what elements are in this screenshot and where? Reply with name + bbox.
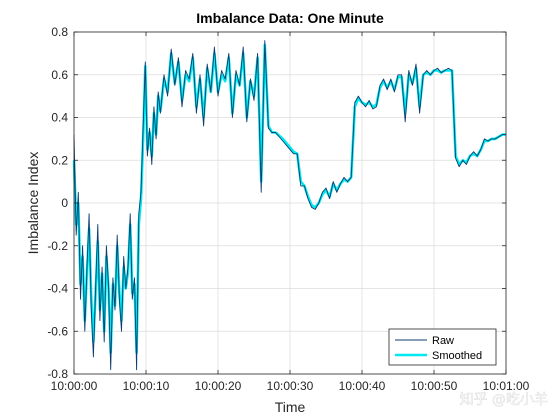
x-tick-label: 10:00:50 <box>411 379 458 393</box>
y-tick-label: -0.8 <box>47 367 68 381</box>
x-tick-label: 10:01:00 <box>483 379 530 393</box>
chart-title: Imbalance Data: One Minute <box>196 10 384 26</box>
x-tick-label: 10:00:10 <box>123 379 170 393</box>
legend-box <box>388 328 497 366</box>
y-tick-label: 0.2 <box>51 153 68 167</box>
x-tick-label: 10:00:40 <box>339 379 386 393</box>
y-tick-label: 0.8 <box>51 25 68 39</box>
legend-label-raw: Raw <box>432 335 454 347</box>
y-axis: -0.8 -0.6 -0.4 -0.2 0 0.2 0.4 0.6 0.8 <box>47 25 506 381</box>
x-axis-label: Time <box>275 399 306 415</box>
x-axis: 10:00:00 10:00:10 10:00:20 10:00:30 10:00:40… <box>51 32 530 393</box>
x-tick-label: 10:00:00 <box>51 379 98 393</box>
legend-label-smoothed: Smoothed <box>432 350 482 362</box>
y-tick-label: -0.6 <box>47 324 68 338</box>
y-tick-label: -0.4 <box>47 282 68 296</box>
y-axis-label: Imbalance Index <box>25 152 41 255</box>
y-tick-label: 0.4 <box>51 111 68 125</box>
watermark: 知乎 @吃小羊 <box>460 391 548 408</box>
series-line-raw <box>73 40 506 371</box>
x-tick-label: 10:00:30 <box>267 379 314 393</box>
y-tick-label: 0.6 <box>51 68 68 82</box>
y-tick-label: -0.2 <box>47 239 68 253</box>
series-layer <box>72 40 506 371</box>
x-tick-label: 10:00:20 <box>195 379 242 393</box>
y-tick-label: 0 <box>61 196 68 210</box>
legend: Raw Smoothed <box>388 328 497 366</box>
